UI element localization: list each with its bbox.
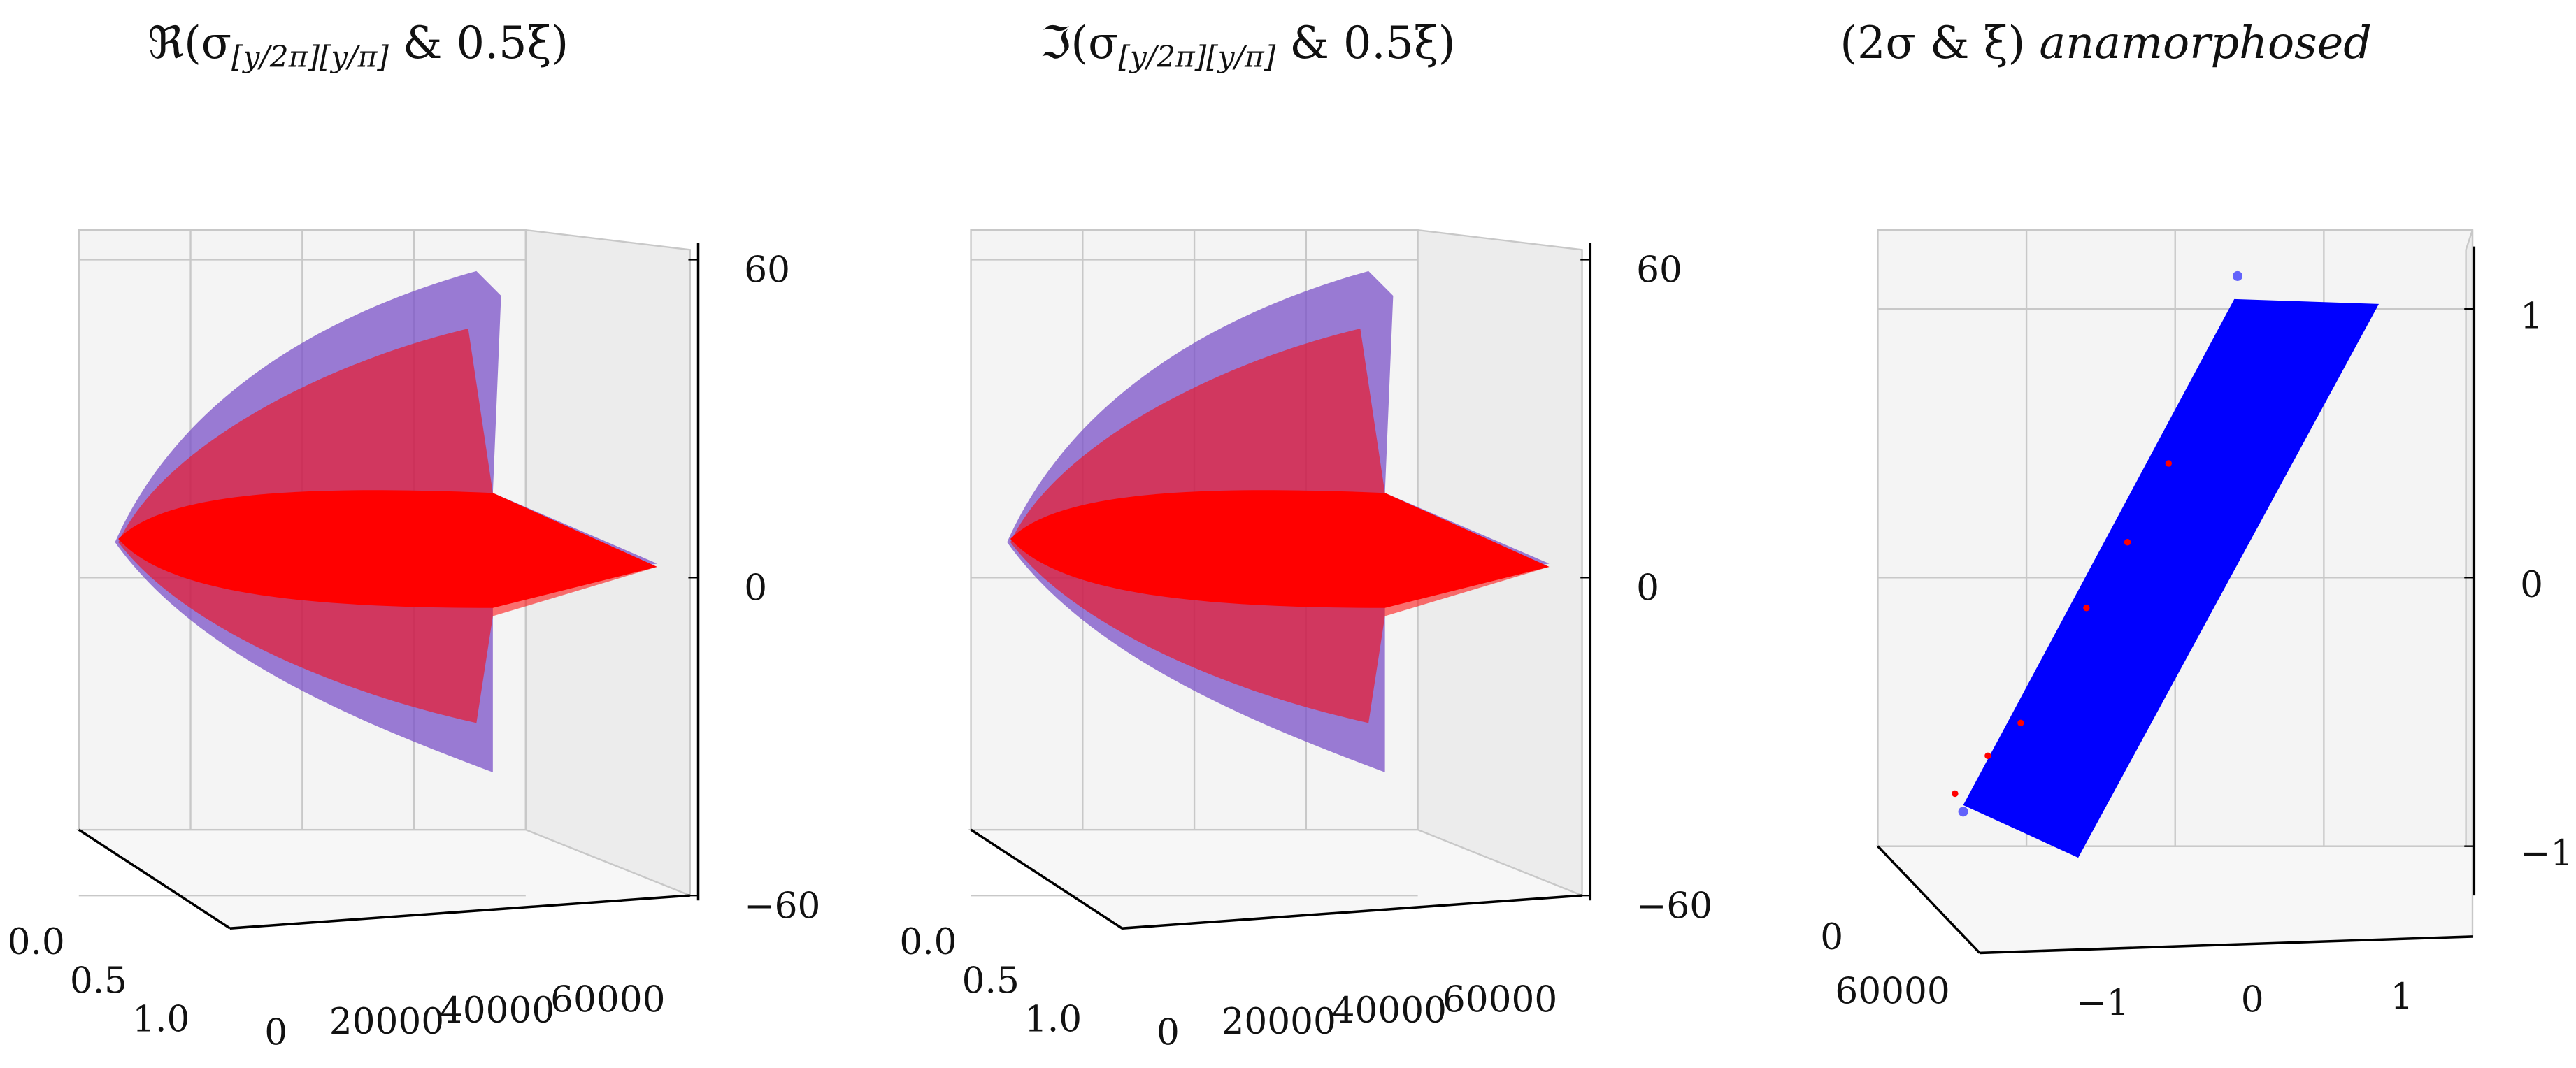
- y-tick-label: 60000: [1835, 971, 1949, 1013]
- point: [2083, 605, 2090, 612]
- z-tick-label: −60: [1636, 885, 1712, 927]
- title-part: ℑ(σ: [1040, 16, 1118, 68]
- axis-line: [78, 828, 231, 930]
- point: [2017, 719, 2024, 727]
- y-tick-label: 40000: [440, 990, 554, 1032]
- x-tick-label: 1.0: [132, 999, 189, 1041]
- z-tick-label: 0: [1636, 568, 1659, 609]
- y-tick-label: 60000: [550, 979, 665, 1020]
- z-tick-label: −60: [744, 885, 820, 927]
- point: [2124, 539, 2131, 546]
- y-tick-label: 20000: [1221, 1001, 1336, 1043]
- x-tick-label: 0.5: [70, 960, 127, 1002]
- title-part: & 0.5ξ): [389, 16, 568, 68]
- title-part: & 0.5ξ): [1275, 16, 1455, 68]
- x-tick-label: 0.0: [8, 921, 65, 963]
- axis-line: [1122, 894, 1582, 930]
- x-tick-label: 0: [2241, 979, 2264, 1020]
- point: [1958, 807, 1968, 817]
- point: [1984, 752, 1991, 760]
- title-subscript: [y/2π][y/π]: [1118, 40, 1275, 74]
- floor: [1875, 845, 2474, 954]
- point: [2019, 726, 2029, 737]
- point-cloud: [118, 490, 657, 608]
- point: [1952, 790, 1959, 798]
- point: [2232, 270, 2243, 281]
- z-tick-label: 60: [1636, 250, 1682, 291]
- title-part: (2σ & ξ): [1840, 16, 2039, 68]
- z-tick-label: 1: [2520, 296, 2543, 338]
- point-cloud: [1963, 298, 2380, 858]
- axis-line: [1980, 935, 2473, 955]
- z-tick-label: 60: [744, 250, 790, 291]
- chart-title: ℜ(σ[y/2π][y/π] & 0.5ξ): [148, 16, 568, 73]
- subplot: ℜ(σ[y/2π][y/π] & 0.5ξ) 60 0 −60 0.00.51.0 0 20…: [8, 16, 821, 1053]
- title-part: ℜ(σ: [148, 16, 231, 68]
- y-tick-label: 60000: [1443, 979, 1557, 1020]
- axis-line: [970, 828, 1123, 930]
- x-tick-label: −1: [2076, 982, 2129, 1024]
- y-tick-label: 0: [1820, 916, 1843, 958]
- axis-line: [229, 894, 690, 930]
- y-tick-label: 20000: [329, 1001, 444, 1043]
- subplot: (2σ & ξ) anamorphosed 1 0 −1 −1 0 1 0 60000: [1820, 16, 2573, 1024]
- chart-title: ℑ(σ[y/2π][y/π] & 0.5ξ): [1040, 16, 1455, 73]
- y-tick-label: 40000: [1332, 990, 1447, 1032]
- chart-title: (2σ & ξ) anamorphosed: [1840, 16, 2371, 68]
- title-subscript: [y/2π][y/π]: [231, 40, 389, 74]
- z-tick-label: −1: [2520, 832, 2573, 874]
- x-tick-label: 1.0: [1024, 999, 1082, 1041]
- x-tick-label: 0.0: [899, 921, 957, 963]
- point: [1982, 784, 1993, 794]
- point: [2065, 644, 2075, 654]
- y-tick-label: 0: [1157, 1011, 1180, 1053]
- axis-line: [1877, 845, 1981, 954]
- pane: [2465, 229, 2474, 937]
- point-cloud: [1010, 490, 1550, 608]
- point: [2165, 460, 2173, 467]
- y-tick-label: 0: [264, 1011, 287, 1053]
- subplot: ℑ(σ[y/2π][y/π] & 0.5ξ) 60 0 −60 0.00.51.0 0 20…: [899, 16, 1712, 1053]
- x-tick-label: 0.5: [962, 960, 1019, 1002]
- x-tick-label: 1: [2391, 976, 2414, 1018]
- title-italic: anamorphosed: [2039, 16, 2371, 68]
- z-tick-label: 0: [2520, 564, 2543, 606]
- z-tick-label: 0: [744, 568, 767, 609]
